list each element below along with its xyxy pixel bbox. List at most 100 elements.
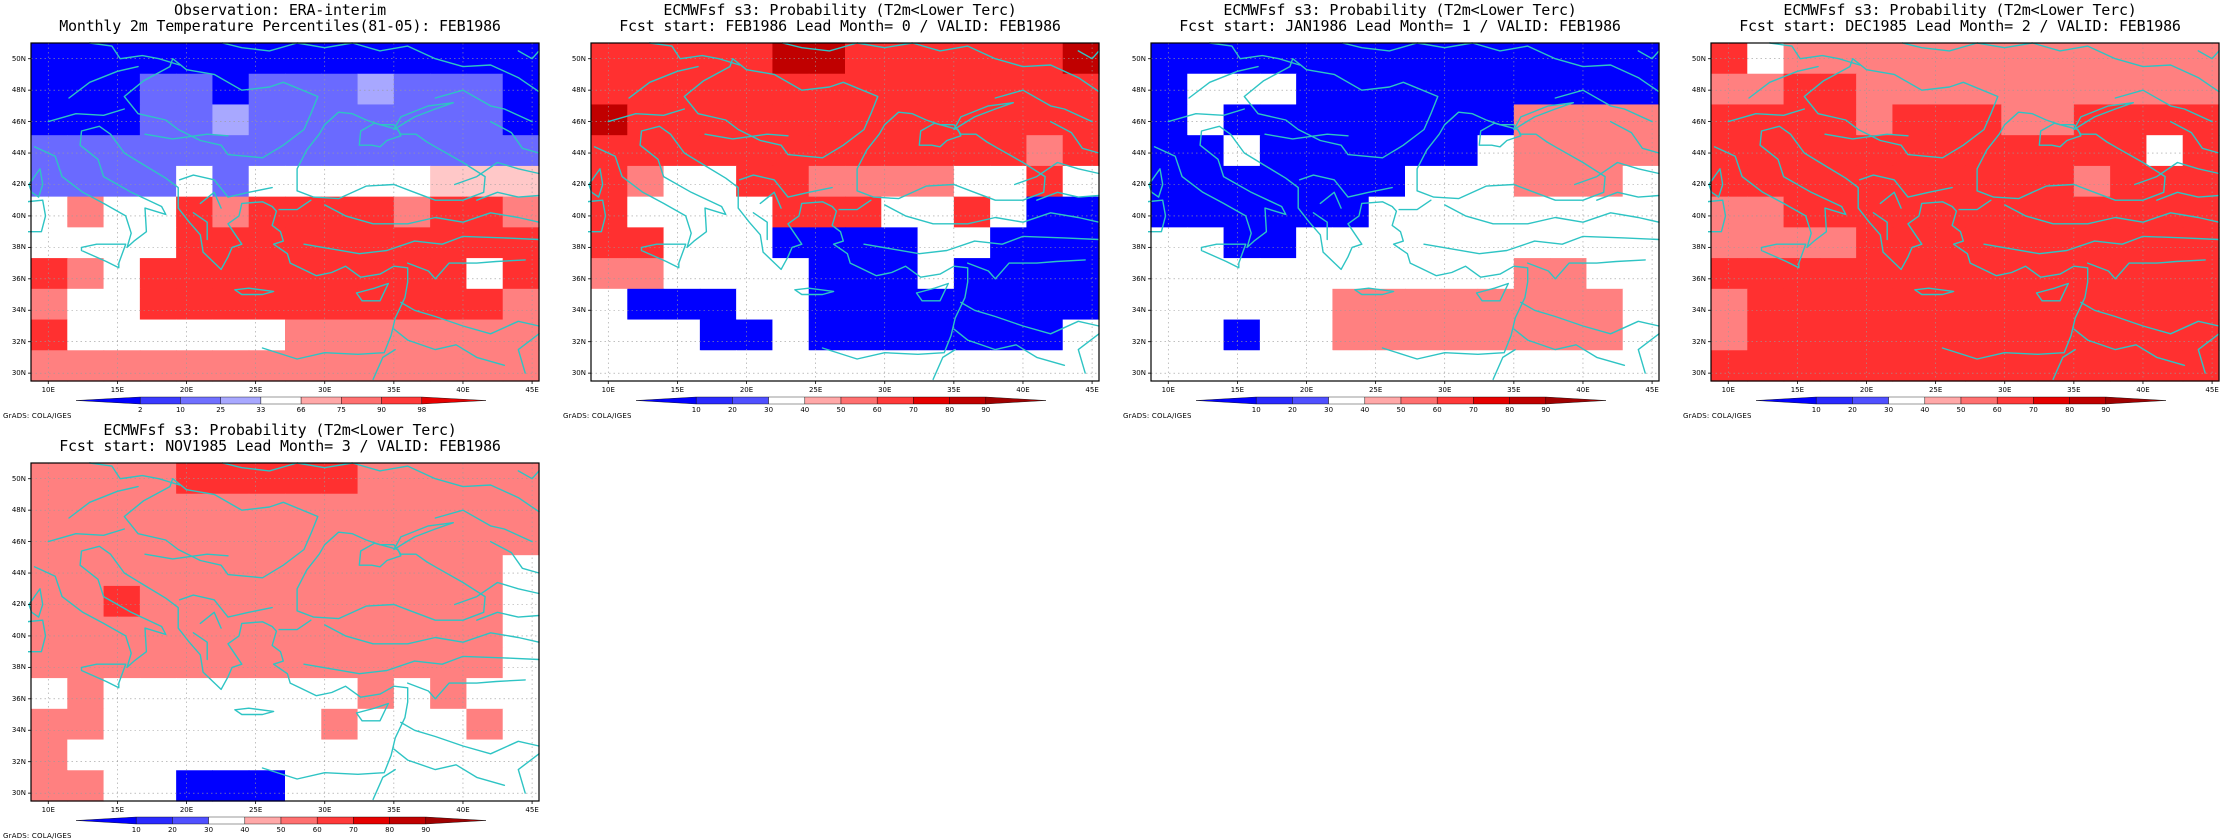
grid-cells: [31, 43, 540, 382]
coastline: [517, 50, 540, 60]
grid-cell: [1477, 258, 1515, 290]
grid-cell: [466, 227, 504, 259]
lon-label: 45E: [1645, 386, 1658, 394]
grid-cells: [1711, 43, 2220, 382]
grid-cell: [67, 319, 105, 351]
grid-cell: [248, 165, 286, 198]
grid-cell: [990, 73, 1028, 106]
grid-cell: [1332, 165, 1370, 198]
lat-label: 40N: [571, 211, 586, 220]
lon-label: 30E: [1998, 386, 2011, 394]
grid-cell: [285, 350, 322, 382]
grid-cell: [1441, 288, 1479, 321]
grid-cell: [430, 524, 468, 556]
coastline: [2038, 122, 2082, 148]
coastline: [33, 545, 409, 780]
grid-cell: [357, 616, 395, 648]
grid-cell: [1151, 319, 1188, 351]
grid-cell: [663, 165, 701, 198]
lon-label: 35E: [387, 806, 400, 814]
grid-cell: [176, 319, 214, 351]
grid-cell: [2073, 104, 2111, 136]
grid-cell: [31, 227, 68, 259]
grid-cells: [31, 463, 540, 802]
grid-cell: [845, 104, 882, 136]
grid-cell: [321, 73, 359, 106]
map-panel-observation: Observation: ERA-interim Monthly 2m Tempe…: [0, 0, 560, 420]
grid-cell: [1259, 319, 1297, 351]
lat-label: 44N: [11, 569, 26, 578]
grid-cells: [591, 43, 1100, 382]
coastlines: [1148, 42, 1660, 381]
coastline: [454, 581, 540, 606]
lat-label: 48N: [11, 506, 26, 515]
grid-cell: [881, 43, 919, 75]
grid-cell: [1296, 319, 1334, 351]
map-title-line-2: Fcst start: JAN1986 Lead Month= 1 / VALI…: [1179, 17, 1621, 35]
grid-cell: [591, 288, 628, 321]
colorbar-label: 25: [216, 406, 225, 414]
grid-cell: [357, 196, 395, 228]
lon-label: 35E: [1507, 386, 1520, 394]
map-frame: [30, 42, 540, 382]
grid-cell: [321, 524, 359, 556]
grid-cell: [285, 43, 322, 75]
coastline: [1153, 125, 1529, 360]
grid-cell: [1747, 319, 1785, 351]
grid-cell: [502, 708, 540, 741]
grid-cell: [466, 493, 504, 526]
coastline: [1748, 65, 1819, 99]
grid-cell: [1965, 135, 2002, 167]
grid-cell: [357, 647, 395, 679]
lat-label: 34N: [11, 726, 26, 735]
coastline: [89, 462, 181, 486]
coastline: [123, 477, 319, 579]
grid-cell: [591, 319, 628, 351]
lat-label: 46N: [571, 117, 586, 126]
grid-cell: [1711, 258, 1748, 290]
grid-cell: [845, 135, 882, 167]
coastline: [489, 540, 540, 574]
lat-label: 48N: [11, 86, 26, 95]
map-title-line-1: ECMWFsf s3: Probability (T2m<Lower Terc): [1783, 1, 2137, 19]
grid-cell: [1062, 258, 1100, 290]
grid-cell: [357, 319, 395, 351]
coastline: [407, 679, 526, 700]
grid-cell: [248, 678, 286, 710]
coastline: [476, 611, 540, 621]
grid-cell: [1513, 227, 1551, 259]
grid-cell: [1062, 288, 1100, 321]
lon-label: 45E: [1085, 386, 1098, 394]
colorbar: 10 20 30 40 50 60 70 80 90: [75, 816, 487, 834]
grid-cell: [2146, 227, 2184, 259]
coastline: [1609, 120, 1660, 154]
coastline: [393, 748, 506, 786]
coastline: [28, 588, 44, 618]
colorbar-label: 20: [728, 406, 737, 414]
colorbar-swatch: [280, 816, 318, 825]
grid-cell: [1622, 73, 1660, 106]
grid-cell: [1747, 104, 1785, 136]
grid-cell: [2182, 258, 2220, 290]
grid-cell: [1223, 319, 1261, 351]
grid-cell: [285, 555, 322, 587]
grid-cell: [953, 350, 991, 382]
grid-cell: [2001, 43, 2039, 75]
grid-cell: [2001, 73, 2039, 106]
lat-label: 42N: [11, 180, 26, 189]
grid-cell: [248, 73, 286, 106]
grid-cell: [321, 463, 359, 495]
colorbar-swatch: [75, 816, 137, 825]
grid-cell: [212, 135, 250, 167]
colorbar-swatch: [1437, 396, 1474, 405]
grid-cell: [1550, 73, 1588, 106]
grid-cell: [285, 165, 322, 198]
map-panel-lead-0: ECMWFsf s3: Probability (T2m<Lower Terc)…: [560, 0, 1120, 420]
grid-cell: [2001, 104, 2039, 136]
coastline: [1708, 168, 1724, 198]
grid-cell: [502, 288, 540, 321]
grid-cell: [1965, 227, 2002, 259]
grid-cell: [1151, 165, 1188, 198]
colorbar-label: 30: [1324, 406, 1333, 414]
grid-cell: [699, 135, 737, 167]
